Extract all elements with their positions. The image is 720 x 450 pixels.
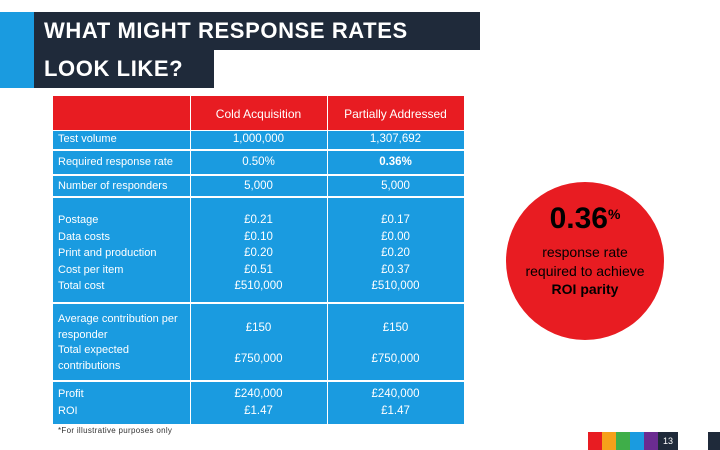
cold-value: £0.21 xyxy=(244,214,273,226)
footer-color-block xyxy=(616,432,630,450)
partial-values: £240,000 £1.47 xyxy=(327,386,464,419)
row-label: Required response rate xyxy=(58,156,173,168)
title-accent-bar xyxy=(0,12,36,88)
cold-value: £1.47 xyxy=(244,404,273,417)
page-title-line-1: WHAT MIGHT RESPONSE RATES xyxy=(34,12,480,50)
row-label: Data costs xyxy=(58,230,110,243)
cold-value: £240,000 xyxy=(234,388,283,400)
callout-number: 0.36 xyxy=(549,202,608,235)
row-label: Postage xyxy=(58,214,99,226)
partial-value: £150 xyxy=(382,322,409,334)
table-row-number-of-responders: Number of responders 5,000 5,000 xyxy=(53,176,464,196)
callout-text: response rate required to achieve ROI pa… xyxy=(521,243,649,299)
row-label: Number of responders xyxy=(58,180,168,192)
cold-value: 1,000,000 xyxy=(232,133,285,145)
cold-value: £510,000 xyxy=(234,280,283,292)
callout-circle xyxy=(506,182,664,340)
table-row-required-response-rate: Required response rate 0.50% 0.36% xyxy=(53,151,464,174)
partial-value: £0.00 xyxy=(381,230,410,243)
partial-value: 1,307,692 xyxy=(369,133,422,145)
table-row-test-volume: Test volume 1,000,000 1,307,692 xyxy=(53,131,464,149)
column-header-partially-addressed: Partially Addressed xyxy=(344,107,447,121)
cold-value: £750,000 xyxy=(234,353,283,365)
callout-text-bold: ROI parity xyxy=(551,281,619,297)
page-title-line-2: LOOK LIKE? xyxy=(34,50,214,88)
partial-values: £0.17 £0.00 £0.20 £0.37 £510,000 xyxy=(327,212,464,295)
footnote: *For illustrative purposes only xyxy=(58,426,173,435)
cold-value: £150 xyxy=(245,322,272,334)
table-row-contributions: Average contribution per responder Total… xyxy=(53,304,464,380)
callout-unit: % xyxy=(607,206,621,222)
partial-value: £750,000 xyxy=(371,353,420,365)
row-label: Cost per item xyxy=(58,263,124,276)
footer-color-block xyxy=(644,432,658,450)
partial-value: £0.20 xyxy=(381,247,410,259)
header-divider xyxy=(190,96,191,130)
partial-value: £0.17 xyxy=(381,214,410,226)
row-label: ROI xyxy=(58,404,78,417)
cold-value: £0.51 xyxy=(244,263,273,276)
footer-corner-block xyxy=(708,432,720,450)
row-labels: Profit ROI xyxy=(58,386,188,419)
table-header: Cold Acquisition Partially Addressed xyxy=(53,96,464,130)
footer-color-block xyxy=(630,432,644,450)
partial-value: £1.47 xyxy=(381,404,410,417)
row-label: Profit xyxy=(58,388,84,400)
cold-value: 5,000 xyxy=(244,180,273,192)
callout-text-prefix: response rate required to achieve xyxy=(525,244,645,279)
cold-value: £0.10 xyxy=(244,230,273,243)
cold-values: £0.21 £0.10 £0.20 £0.51 £510,000 xyxy=(190,212,327,295)
cold-value: £0.20 xyxy=(244,247,273,259)
page-number: 13 xyxy=(658,432,678,450)
row-labels: Postage Data costs Print and production … xyxy=(58,212,188,295)
table-row-costs: Postage Data costs Print and production … xyxy=(53,198,464,302)
row-label: Total cost xyxy=(58,280,105,292)
header-divider xyxy=(327,96,328,130)
partial-value: 5,000 xyxy=(381,180,410,192)
partial-value: £240,000 xyxy=(371,388,420,400)
row-label: Test volume xyxy=(58,133,117,145)
callout-value: 0.36% xyxy=(506,202,664,236)
partial-value: £0.37 xyxy=(381,263,410,276)
row-label: Average contribution per responder xyxy=(58,313,178,341)
cold-value: 0.50% xyxy=(242,156,275,168)
row-label: Print and production xyxy=(58,247,157,259)
partial-value: 0.36% xyxy=(379,156,412,168)
row-label: Total expected contributions xyxy=(58,344,129,372)
footer-color-block xyxy=(602,432,616,450)
partial-value: £510,000 xyxy=(371,280,420,292)
footer-color-block xyxy=(588,432,602,450)
table-row-profit-roi: Profit ROI £240,000 £1.47 £240,000 £1.47 xyxy=(53,382,464,424)
column-header-cold-acquisition: Cold Acquisition xyxy=(215,107,302,121)
row-labels: Average contribution per responder Total… xyxy=(58,312,188,374)
cold-values: £240,000 £1.47 xyxy=(190,386,327,419)
